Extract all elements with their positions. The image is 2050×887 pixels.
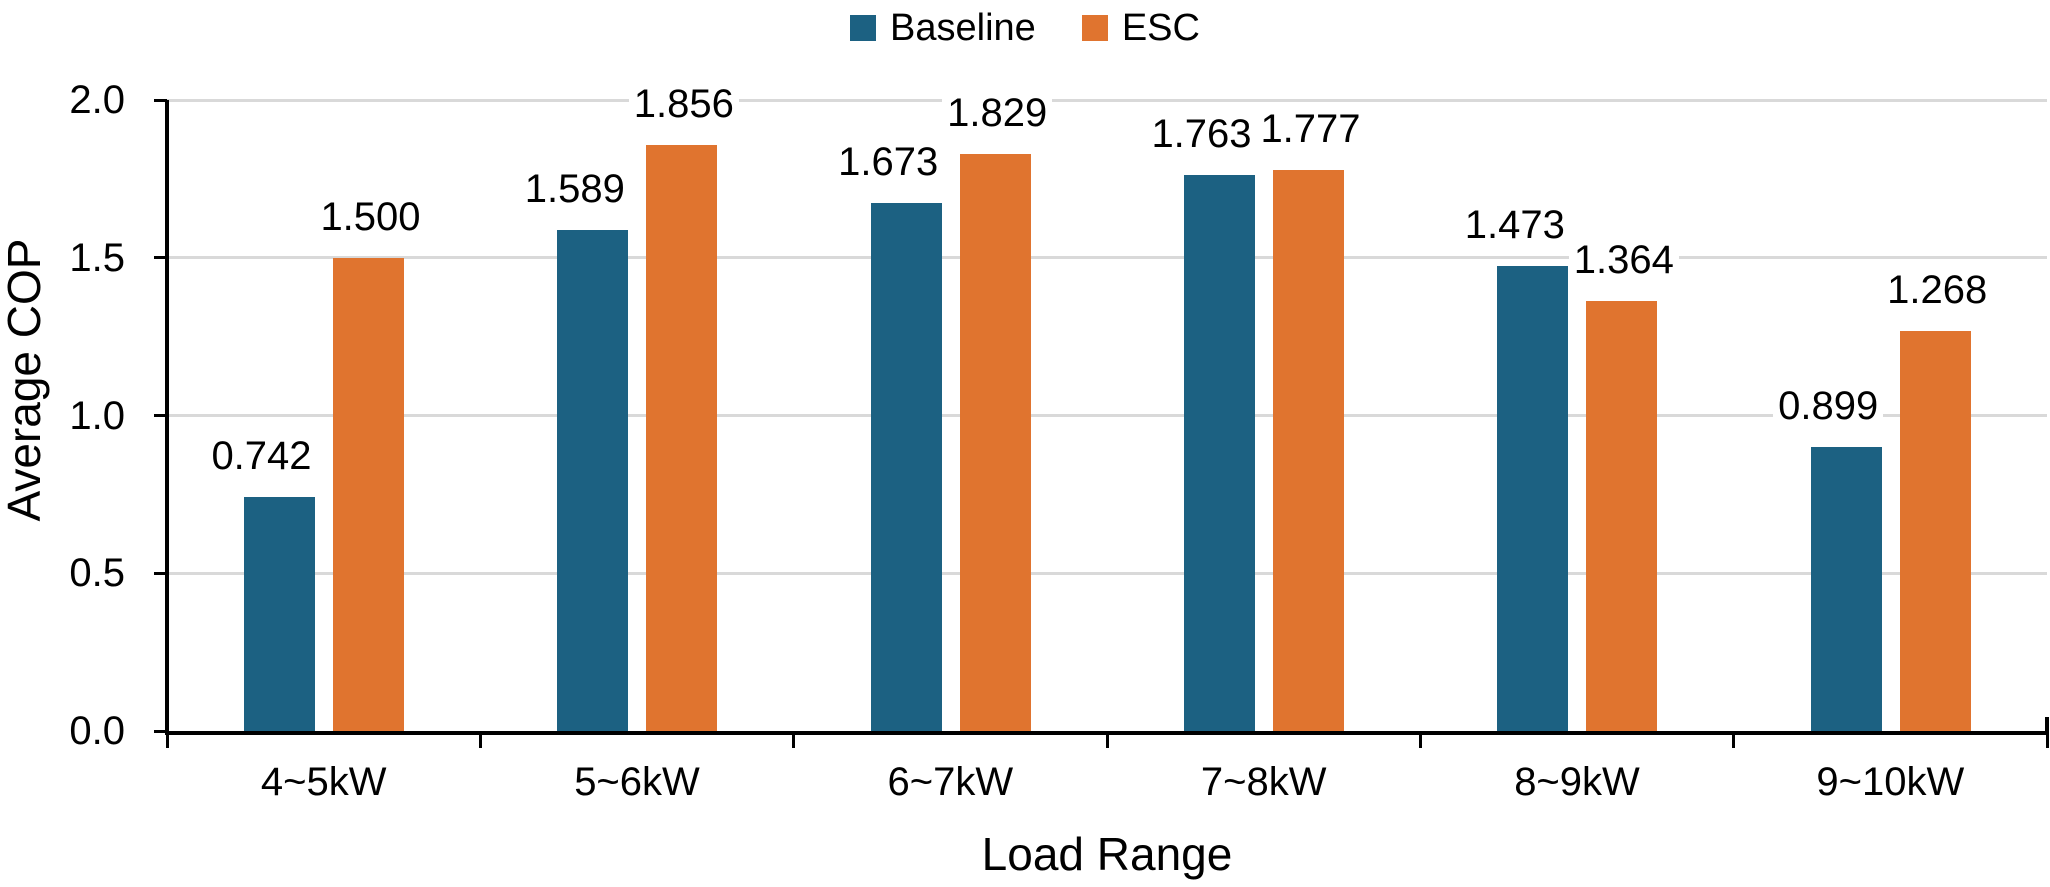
value-label: 1.763 bbox=[1146, 108, 1257, 159]
y-tick bbox=[154, 571, 167, 575]
bar-baseline bbox=[557, 229, 629, 731]
x-tick bbox=[2045, 731, 2049, 748]
y-tick bbox=[154, 729, 167, 733]
bar-esc bbox=[1586, 300, 1658, 731]
legend-label: ESC bbox=[1121, 7, 1200, 49]
value-label: 0.742 bbox=[206, 430, 317, 481]
y-tick bbox=[154, 98, 167, 102]
y-tick-label: 0.0 bbox=[69, 709, 125, 753]
y-tick bbox=[154, 414, 167, 417]
legend-swatch-icon bbox=[850, 15, 877, 41]
x-tick bbox=[165, 731, 169, 748]
y-tick-label: 1.0 bbox=[69, 393, 125, 438]
y-tick bbox=[154, 256, 167, 260]
x-category-label: 7~8kW bbox=[1200, 760, 1327, 804]
y-tick-label: 2.0 bbox=[69, 78, 125, 122]
x-axis-line bbox=[165, 731, 2049, 735]
x-axis-end-cap bbox=[2045, 717, 2049, 731]
x-category-label: 9~10kW bbox=[1816, 760, 1965, 804]
x-tick bbox=[1105, 731, 1109, 748]
legend-swatch-icon bbox=[1081, 15, 1108, 41]
x-tick bbox=[792, 731, 796, 748]
value-label: 1.500 bbox=[315, 191, 426, 242]
bar-esc bbox=[1273, 170, 1344, 731]
x-axis-title: Load Range bbox=[981, 828, 1233, 880]
value-label: 0.899 bbox=[1773, 381, 1884, 432]
y-tick-label: 0.5 bbox=[69, 551, 125, 596]
x-category-label: 8~9kW bbox=[1514, 760, 1640, 804]
x-tick bbox=[478, 731, 482, 748]
legend-label: Baseline bbox=[890, 7, 1036, 49]
legend: Baseline ESC bbox=[0, 2, 2050, 54]
x-category-label: 6~7kW bbox=[887, 760, 1014, 804]
gridline bbox=[167, 571, 2047, 575]
value-label: 1.673 bbox=[833, 137, 944, 188]
x-category-label: 4~5kW bbox=[260, 760, 387, 804]
value-label: 1.364 bbox=[1568, 234, 1679, 285]
value-label: 1.589 bbox=[519, 163, 630, 214]
x-tick bbox=[1418, 731, 1422, 748]
value-label: 1.777 bbox=[1255, 104, 1366, 155]
bar-esc bbox=[959, 153, 1031, 731]
bar-baseline bbox=[244, 496, 315, 731]
gridline bbox=[167, 256, 2047, 260]
value-label: 1.829 bbox=[942, 87, 1053, 138]
y-axis-line bbox=[165, 100, 169, 735]
legend-item-esc: ESC bbox=[1081, 4, 1200, 52]
gridline bbox=[167, 414, 2047, 417]
legend-item-baseline: Baseline bbox=[850, 4, 1036, 52]
x-tick bbox=[1732, 731, 1736, 748]
bar-baseline bbox=[1497, 266, 1569, 731]
bar-esc bbox=[333, 257, 404, 731]
y-tick-label: 1.5 bbox=[69, 235, 125, 280]
bar-baseline bbox=[1810, 447, 1882, 731]
bar-esc bbox=[1899, 330, 1971, 731]
value-label: 1.473 bbox=[1459, 200, 1570, 251]
value-label: 1.268 bbox=[1882, 264, 1993, 315]
value-label: 1.856 bbox=[628, 79, 739, 130]
bar-esc bbox=[646, 145, 718, 731]
gridline bbox=[167, 98, 2047, 102]
bar-baseline bbox=[1184, 174, 1255, 731]
x-category-label: 5~6kW bbox=[574, 760, 700, 804]
bar-baseline bbox=[870, 203, 942, 731]
